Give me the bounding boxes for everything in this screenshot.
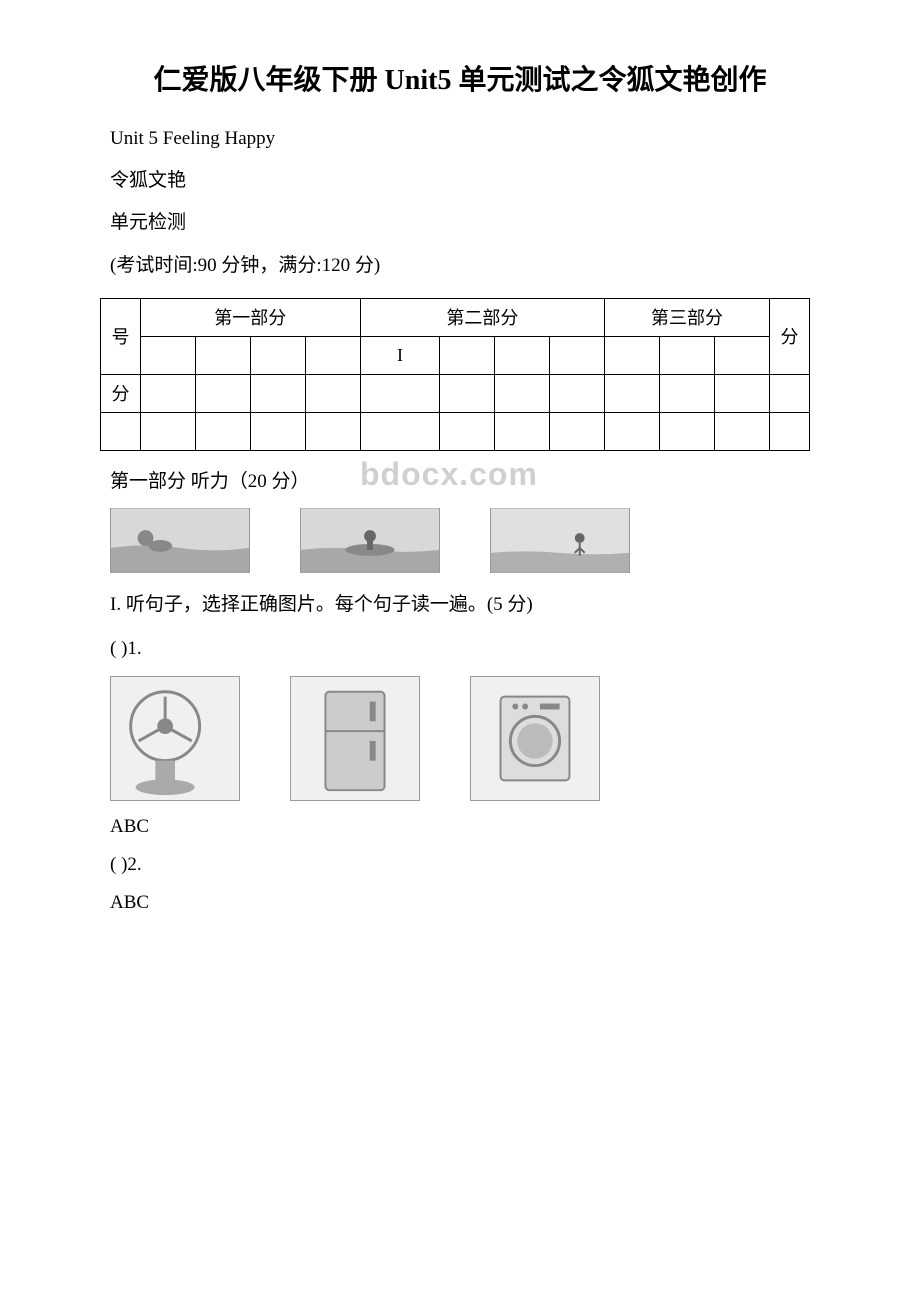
empty-cell: [305, 412, 360, 450]
question-I-text: I. 听句子，选择正确图片。每个句子读一遍。(5 分): [110, 588, 850, 622]
question-image: [470, 676, 600, 801]
empty-cell: [140, 374, 195, 412]
empty-cell: [550, 336, 605, 374]
question-image: [490, 508, 630, 573]
question-2-prefix: ( )2.: [110, 848, 850, 882]
unit-line: Unit 5 Feeling Happy: [110, 122, 850, 156]
score-table: 号 第一部分 第二部分 第三部分 分 I 分: [100, 298, 810, 451]
table-row: I: [101, 336, 810, 374]
author-line: 令狐文艳: [110, 164, 850, 198]
test-type-line: 单元检测: [110, 206, 850, 240]
empty-cell: [195, 412, 250, 450]
empty-cell: [495, 336, 550, 374]
empty-cell: [714, 374, 769, 412]
part3-header: 第三部分: [605, 298, 770, 336]
empty-cell: [101, 412, 141, 450]
empty-cell: [550, 374, 605, 412]
image-row-2: [110, 676, 850, 801]
empty-cell: [769, 374, 809, 412]
empty-cell: [195, 374, 250, 412]
empty-cell: [305, 336, 360, 374]
empty-cell: [440, 374, 495, 412]
empty-cell: [440, 336, 495, 374]
empty-cell: [250, 374, 305, 412]
empty-cell: [360, 412, 440, 450]
empty-cell: [714, 336, 769, 374]
empty-cell: [440, 412, 495, 450]
question-image: [300, 508, 440, 573]
empty-cell: [140, 412, 195, 450]
empty-cell: [140, 336, 195, 374]
empty-cell: [195, 336, 250, 374]
table-row: 号 第一部分 第二部分 第三部分 分: [101, 298, 810, 336]
empty-cell: [305, 374, 360, 412]
row-label-cell: 号: [101, 298, 141, 374]
section-1-heading-container: 第一部分 听力（20 分） bdocx.com: [110, 466, 850, 493]
question-image: [290, 676, 420, 801]
question-image: [110, 508, 250, 573]
empty-cell: [360, 374, 440, 412]
table-row: [101, 412, 810, 450]
page-title: 仁爱版八年级下册 Unit5 单元测试之令狐文艳创作: [70, 60, 850, 102]
watermark-text: bdocx.com: [360, 456, 538, 493]
table-row: 分: [101, 374, 810, 412]
empty-cell: [605, 336, 660, 374]
row-label-cell: 分: [101, 374, 141, 412]
question-image: [110, 676, 240, 801]
empty-cell: [550, 412, 605, 450]
total-header: 分: [769, 298, 809, 374]
section-1-heading: 第一部分 听力（20 分）: [110, 471, 310, 492]
empty-cell: [660, 374, 715, 412]
abc-label-2: ABC: [110, 892, 850, 914]
abc-label-1: ABC: [110, 816, 850, 838]
part2-header: 第二部分: [360, 298, 605, 336]
empty-cell: [495, 412, 550, 450]
empty-cell: [250, 336, 305, 374]
question-1-prefix: ( )1.: [110, 632, 850, 666]
empty-cell: [714, 412, 769, 450]
empty-cell: [605, 412, 660, 450]
empty-cell: [605, 374, 660, 412]
empty-cell: [495, 374, 550, 412]
exam-info-line: (考试时间:90 分钟，满分:120 分): [110, 249, 850, 283]
column-I-cell: I: [360, 336, 440, 374]
empty-cell: [660, 336, 715, 374]
part1-header: 第一部分: [140, 298, 360, 336]
empty-cell: [769, 412, 809, 450]
empty-cell: [250, 412, 305, 450]
image-row-1: [110, 508, 850, 573]
empty-cell: [660, 412, 715, 450]
